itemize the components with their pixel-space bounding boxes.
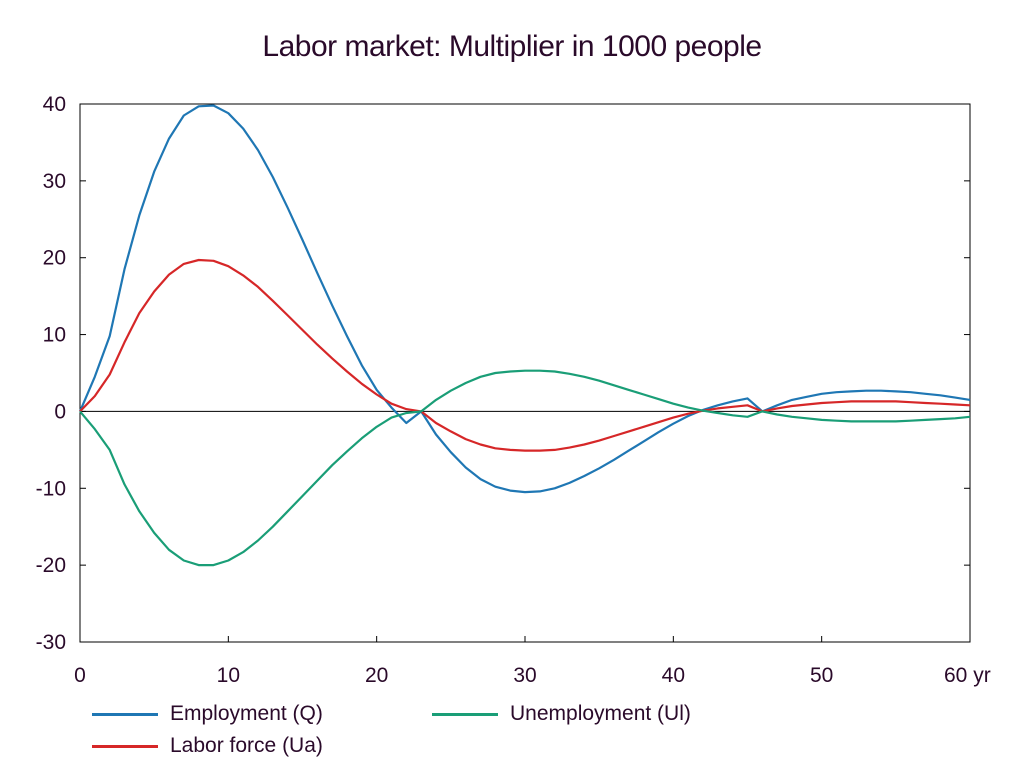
- y-tick-label: 0: [54, 400, 66, 423]
- x-tick-label: 10: [217, 664, 240, 687]
- x-tick-label: 20: [365, 664, 388, 687]
- series-line-unemployment-ul: [79, 369, 971, 567]
- chart-title: Labor market: Multiplier in 1000 people: [262, 30, 762, 63]
- y-tick-label: 20: [43, 247, 66, 270]
- y-tick-label: 40: [43, 93, 66, 116]
- plot-frame: [79, 103, 971, 643]
- y-tick-label: 30: [43, 170, 66, 193]
- chart-series-lines: [78, 104, 971, 567]
- series-line-employment-q: [78, 104, 971, 494]
- y-tick-label: -10: [36, 477, 66, 500]
- x-tick-label: 40: [662, 664, 685, 687]
- x-tick-label: 50: [810, 664, 833, 687]
- x-tick-label: 0: [74, 664, 86, 687]
- series-line-labor-force-ua: [79, 258, 971, 452]
- x-tick-label: 60 yr: [944, 664, 991, 687]
- chart-axes: 40 30 20 10 0 -10 -20 -30 0 10 20 30 40 50 60 yr: [36, 93, 991, 687]
- x-tick-label: 30: [513, 664, 536, 687]
- y-tick-label: 10: [43, 324, 66, 347]
- y-tick-label: -30: [36, 631, 66, 654]
- y-tick-label: -20: [36, 554, 66, 577]
